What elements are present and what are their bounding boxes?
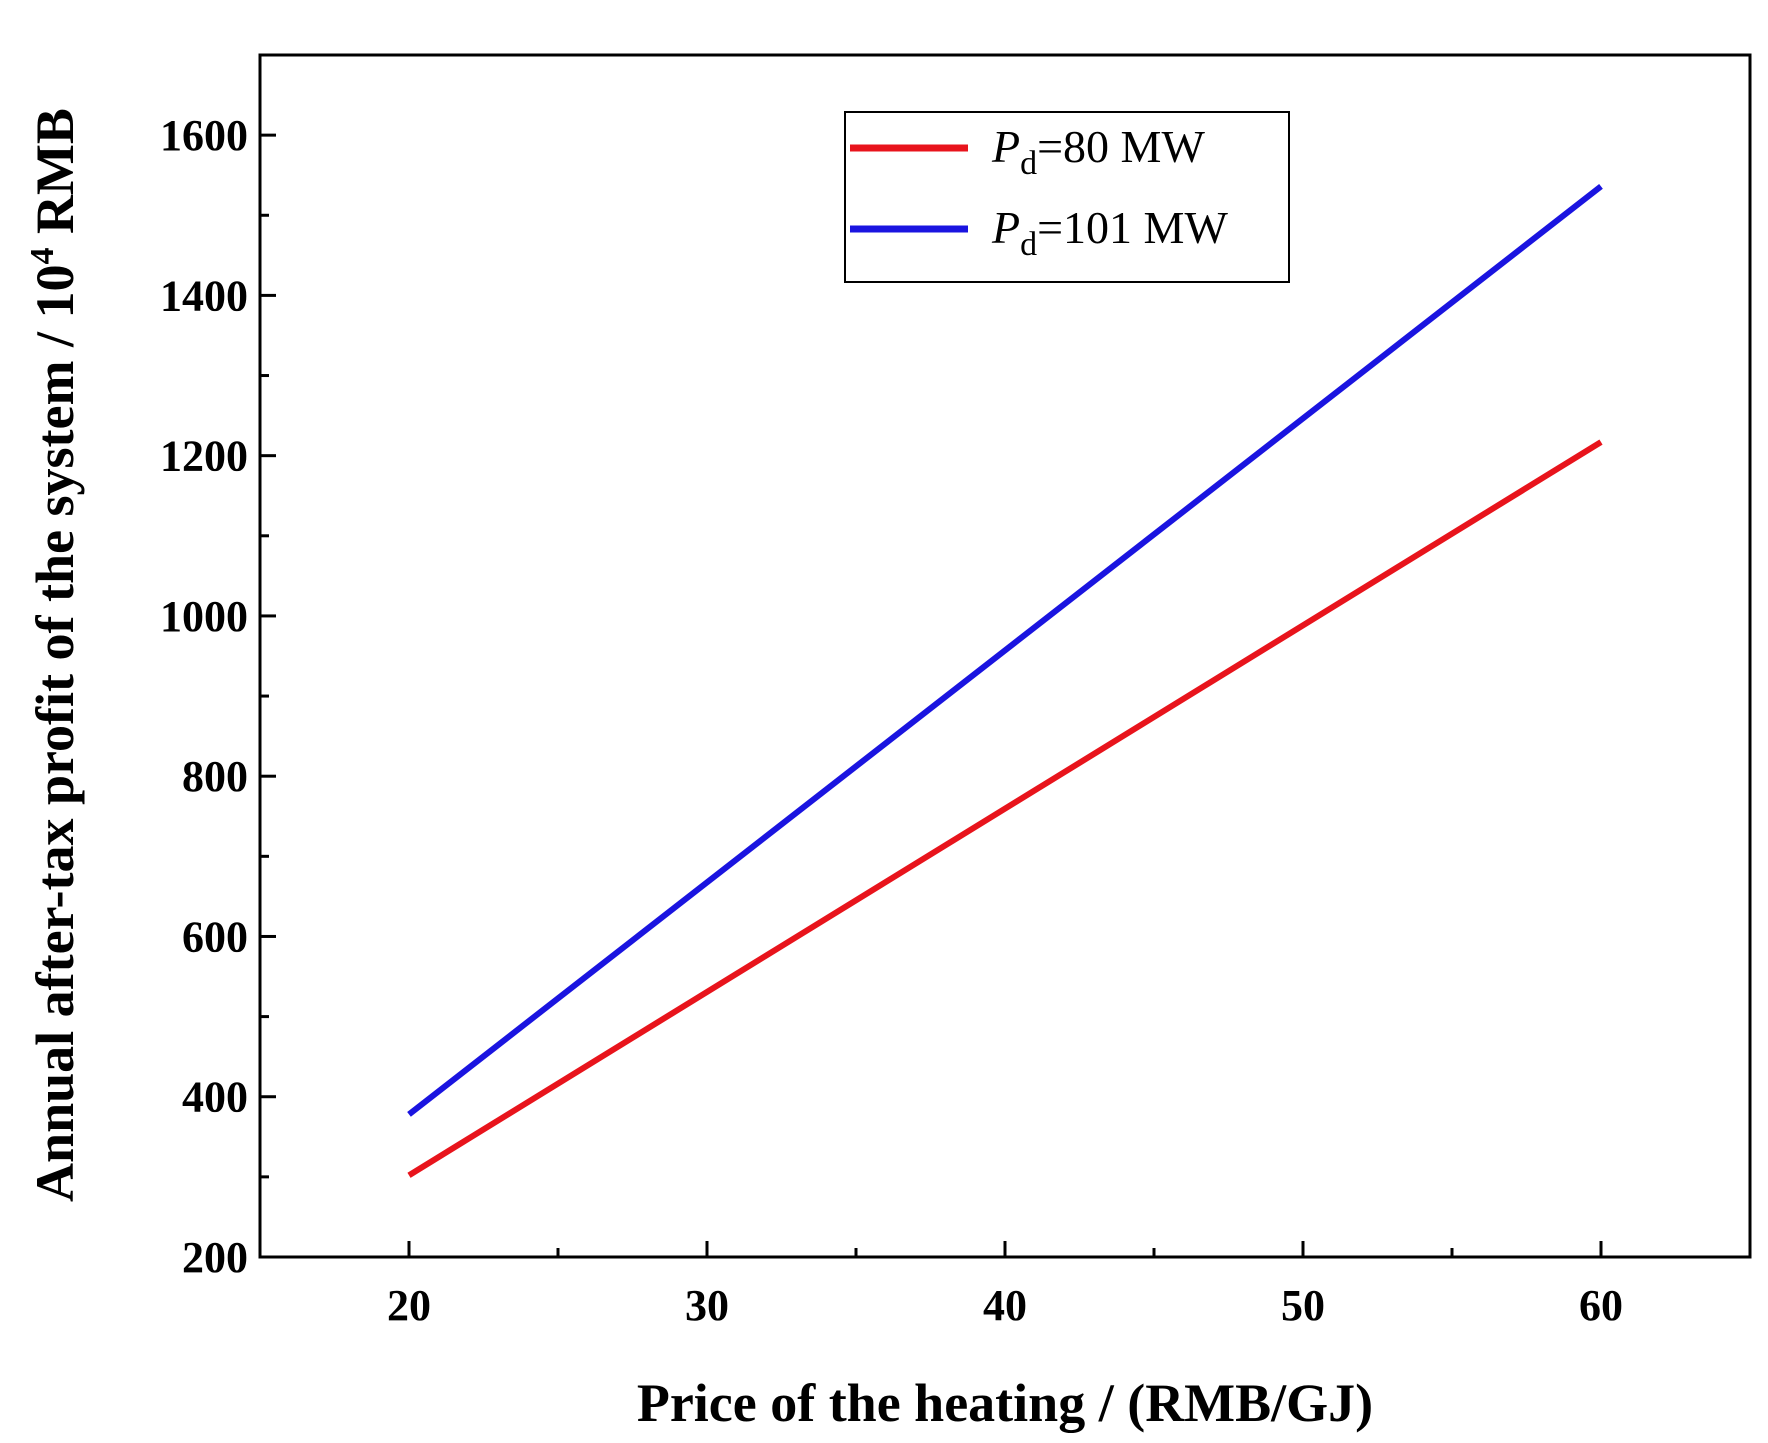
series-line-pd-80-mw <box>407 439 1603 1178</box>
series-line-pd-101-mw <box>407 184 1603 1117</box>
y-axis-title-unit: RMB <box>25 108 85 247</box>
x-tick-label: 20 <box>387 1281 431 1330</box>
y-axis-title-main: Annual after-tax profit of the system / … <box>25 265 85 1202</box>
y-tick-label: 800 <box>182 752 248 801</box>
y-tick-label: 1600 <box>160 111 248 160</box>
y-axis-title-superscript: 4 <box>24 248 61 265</box>
series-lines <box>407 184 1603 1178</box>
y-axis-title: Annual after-tax profit of the system / … <box>24 108 85 1202</box>
x-tick-label: 40 <box>983 1281 1027 1330</box>
y-tick-label: 1000 <box>160 592 248 641</box>
x-tick-label: 60 <box>1579 1281 1623 1330</box>
x-tick-label: 50 <box>1281 1281 1325 1330</box>
legend-box <box>844 111 1290 283</box>
y-tick-label: 1400 <box>160 271 248 320</box>
y-tick-label: 600 <box>182 912 248 961</box>
legend-label-101mw: Pd=101 MW <box>991 202 1228 263</box>
y-tick-label: 1200 <box>160 432 248 481</box>
x-tick-label: 30 <box>685 1281 729 1330</box>
legend: Pd=80 MW Pd=101 MW <box>844 111 1290 283</box>
y-tick-label: 400 <box>182 1073 248 1122</box>
y-tick-label: 200 <box>182 1233 248 1282</box>
axis-ticks: 20 30 40 50 60 200 400 600 800 1000 1200 1400 1600 <box>160 111 1623 1330</box>
x-axis-title: Price of the heating / (RMB/GJ) <box>637 1373 1373 1433</box>
legend-label-80mw: Pd=80 MW <box>991 121 1205 182</box>
